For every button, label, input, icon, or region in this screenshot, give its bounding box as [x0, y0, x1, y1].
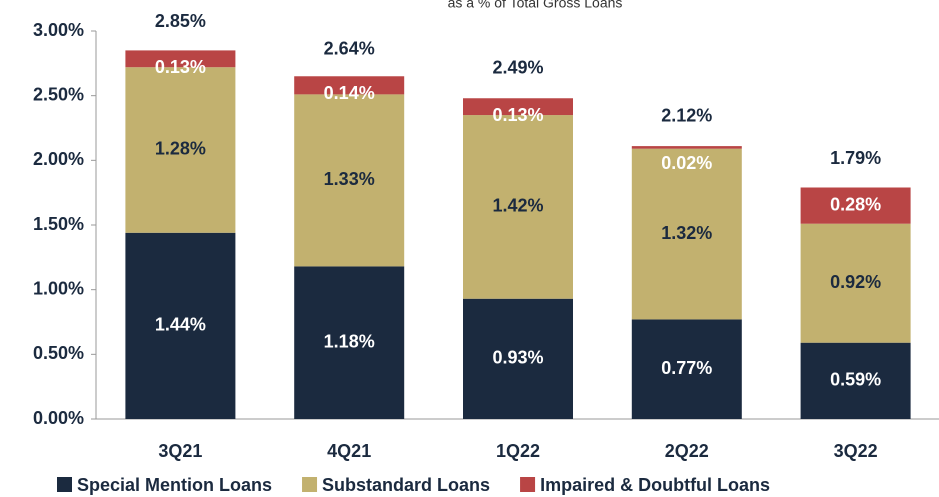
data-label: 0.59%	[830, 370, 881, 390]
y-tick-label: 1.50%	[33, 214, 84, 234]
data-label: 0.93%	[492, 348, 543, 368]
data-label: 0.13%	[492, 105, 543, 125]
data-label: 1.44%	[155, 315, 206, 335]
data-label: 1.32%	[661, 223, 712, 243]
total-label: 2.12%	[661, 106, 712, 126]
legend-label: Substandard Loans	[322, 475, 490, 495]
bar-segment	[463, 115, 573, 299]
x-tick-label: 1Q22	[496, 441, 540, 461]
bar-segment	[125, 232, 236, 419]
data-label: 0.13%	[155, 57, 206, 77]
data-label: 1.33%	[324, 169, 375, 189]
bar-segment	[294, 76, 405, 95]
bar-segment	[631, 148, 742, 320]
x-tick-label: 3Q22	[834, 441, 878, 461]
data-label: 0.14%	[324, 83, 375, 103]
y-tick-label: 2.00%	[33, 149, 84, 169]
legend-swatch	[302, 477, 318, 492]
bar-segment	[294, 266, 405, 419]
y-tick-label: 0.00%	[33, 408, 84, 428]
bar-segment	[800, 187, 911, 224]
legend-label: Special Mention Loans	[77, 475, 272, 495]
data-label: 0.77%	[661, 358, 712, 378]
bar-segment	[800, 223, 911, 343]
bar-segment	[800, 342, 911, 419]
x-tick-label: 4Q21	[327, 441, 371, 461]
legend-swatch	[520, 477, 536, 492]
total-label: 2.49%	[492, 58, 543, 78]
bar-segment	[631, 319, 742, 419]
data-label: 0.28%	[830, 194, 881, 214]
bar-segment	[125, 50, 236, 68]
data-label: 1.28%	[155, 139, 206, 159]
data-label: 0.02%	[661, 153, 712, 173]
total-label: 1.79%	[830, 148, 881, 168]
legend-swatch	[57, 477, 72, 492]
chart-subtitle: as a % of Total Gross Loans	[448, 0, 623, 11]
total-label: 2.64%	[324, 38, 375, 58]
x-tick-label: 3Q21	[158, 441, 202, 461]
bar-segment	[125, 67, 236, 233]
data-label: 1.18%	[324, 331, 375, 351]
y-tick-label: 0.50%	[33, 343, 84, 363]
bar-segment	[294, 94, 405, 267]
bar-segment	[463, 298, 573, 419]
legend-label: Impaired & Doubtful Loans	[540, 475, 770, 495]
x-tick-label: 2Q22	[665, 441, 709, 461]
y-tick-label: 3.00%	[33, 20, 84, 40]
y-tick-label: 2.50%	[33, 84, 84, 104]
y-tick-label: 1.00%	[33, 278, 84, 298]
data-label: 0.92%	[830, 272, 881, 292]
bar-segment	[631, 146, 742, 149]
bar-segment	[463, 98, 573, 116]
data-label: 1.42%	[492, 196, 543, 216]
total-label: 2.85%	[155, 11, 206, 31]
